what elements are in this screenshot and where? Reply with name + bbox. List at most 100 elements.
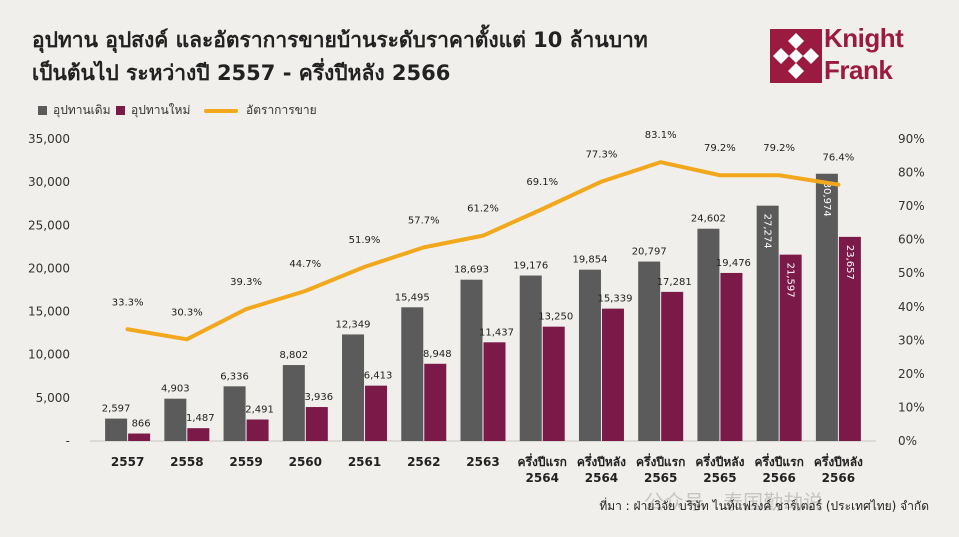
y-left-tick-label: 10,000	[28, 348, 70, 362]
x-tick-label-line: ครึ่งปีหลัง	[695, 453, 744, 469]
data-label-sales-rate: 44.7%	[289, 259, 321, 270]
data-label-sales-rate: 83.1%	[645, 130, 677, 141]
x-tick-label: ครึ่งปีหลัง 2566	[814, 453, 863, 485]
data-label-sales-rate: 39.3%	[230, 277, 262, 288]
y-right-tick-label: 10%	[898, 400, 925, 414]
legend-label-new-supply: อุปทานใหม่	[131, 103, 191, 117]
data-label-sales-rate: 33.3%	[112, 297, 144, 308]
x-tick-label-line: 2563	[466, 455, 499, 469]
data-label-new-supply: 8,948	[423, 349, 452, 360]
x-tick-label: 2563	[466, 455, 499, 469]
bar-existing-supply	[342, 334, 365, 441]
logo-text-line1: Knight	[824, 23, 904, 53]
x-tick-label-line: 2565	[644, 471, 677, 485]
data-label-new-supply: 21,597	[785, 263, 796, 298]
data-label-existing-supply: 4,903	[161, 384, 190, 395]
bar-new-supply	[601, 308, 624, 441]
x-tick-label-line: 2558	[170, 455, 203, 469]
y-axis-right: 0% 10% 20% 30% 40% 50% 60% 70% 80% 90%	[898, 132, 925, 448]
x-tick-label: ครึ่งปีแรก 2564	[518, 453, 567, 485]
y-right-tick-label: 40%	[898, 300, 925, 314]
bar-existing-supply	[756, 205, 779, 441]
bar-new-supply	[838, 236, 861, 441]
y-right-tick-label: 0%	[898, 434, 917, 448]
x-tick-label-line: 2559	[229, 455, 262, 469]
x-tick-label-line: ครึ่งปีแรก	[518, 453, 567, 469]
data-label-sales-rate: 76.4%	[822, 153, 854, 164]
data-label-new-supply: 19,476	[716, 258, 751, 269]
y-left-tick-label: 30,000	[28, 175, 70, 189]
logo-text-line2: Frank	[824, 55, 893, 85]
bar-new-supply	[365, 385, 388, 441]
chart-title-line2: เป็นต้นไป ระหว่างปี 2557 - ครึ่งปีหลัง 2…	[32, 61, 451, 85]
x-tick-label-line: ครึ่งปีหลัง	[577, 453, 626, 469]
bar-new-supply	[128, 433, 151, 441]
bar-new-supply	[305, 407, 328, 441]
x-tick-label-line: ครึ่งปีแรก	[754, 453, 803, 469]
legend-label-existing-supply: อุปทานเดิม	[53, 103, 111, 117]
legend-item-sales-rate: อัตราการขาย	[204, 101, 317, 120]
data-label-sales-rate: 79.2%	[704, 143, 736, 154]
data-label-new-supply: 17,281	[657, 277, 692, 288]
data-label-sales-rate: 79.2%	[763, 143, 795, 154]
data-label-existing-supply: 30,974	[821, 182, 832, 217]
data-label-sales-rate: 30.3%	[171, 307, 203, 318]
bar-new-supply	[246, 419, 269, 441]
y-right-tick-label: 20%	[898, 367, 925, 381]
legend-item-existing-supply: อุปทานเดิม	[38, 101, 110, 120]
bar-new-supply	[542, 326, 565, 441]
data-label-existing-supply: 19,854	[572, 255, 607, 266]
y-right-tick-label: 90%	[898, 132, 925, 146]
data-label-new-supply: 23,657	[844, 245, 855, 280]
data-label-existing-supply: 18,693	[454, 265, 489, 276]
y-left-tick-label: 25,000	[28, 218, 70, 232]
data-label-sales-rate: 51.9%	[349, 235, 381, 246]
data-label-new-supply: 13,250	[538, 312, 573, 323]
y-right-tick-label: 30%	[898, 333, 925, 347]
watermark-text: 公众号 · 泰国勤劫说	[644, 490, 824, 514]
y-left-tick-label: 20,000	[28, 261, 70, 275]
data-label-new-supply: 866	[132, 419, 151, 430]
x-tick-label: ครึ่งปีหลัง 2565	[695, 453, 744, 485]
data-label-sales-rate: 77.3%	[586, 150, 618, 161]
bar-existing-supply	[578, 269, 601, 441]
bar-new-supply	[661, 291, 684, 441]
bar-existing-supply	[460, 279, 483, 441]
x-tick-label: 2557	[111, 455, 144, 469]
data-label-existing-supply: 24,602	[691, 214, 726, 225]
y-axis-left: - 5,000 10,000 15,000 20,000 25,000 30,000 35,0…	[28, 132, 876, 448]
bar-existing-supply	[105, 418, 128, 441]
x-tick-label-line: 2564	[526, 471, 559, 485]
x-tick-label-line: 2557	[111, 455, 144, 469]
data-label-existing-supply: 2,597	[102, 404, 131, 415]
legend-item-new-supply: อุปทานใหม่	[116, 101, 190, 120]
data-label-new-supply: 3,936	[304, 392, 333, 403]
x-tick-label-line: 2566	[822, 471, 855, 485]
chart-title-line1: อุปทาน อุปสงค์ และอัตราการขายบ้านระดับรา…	[32, 28, 648, 52]
x-tick-label-line: 2562	[407, 455, 440, 469]
data-label-new-supply: 6,413	[364, 371, 393, 382]
x-tick-label-line: ครึ่งปีหลัง	[814, 453, 863, 469]
bar-existing-supply	[164, 398, 187, 441]
y-right-tick-label: 50%	[898, 266, 925, 280]
x-tick-label-line: ครึ่งปีแรก	[636, 453, 685, 469]
y-left-tick-label: -	[66, 434, 70, 448]
bar-new-supply	[424, 363, 447, 441]
data-label-existing-supply: 6,336	[220, 371, 249, 382]
data-label-new-supply: 15,339	[597, 294, 632, 305]
y-left-tick-label: 15,000	[28, 305, 70, 319]
x-tick-label: 2561	[348, 455, 381, 469]
chart-title: อุปทาน อุปสงค์ และอัตราการขายบ้านระดับรา…	[32, 24, 732, 90]
x-tick-label: 2559	[229, 455, 262, 469]
data-label-existing-supply: 12,349	[336, 319, 371, 330]
legend-swatch-new-supply	[116, 106, 125, 115]
bar-existing-supply	[697, 228, 720, 441]
bar-existing-supply	[223, 386, 246, 441]
y-right-tick-label: 80%	[898, 166, 925, 180]
x-tick-label: 2562	[407, 455, 440, 469]
data-label-new-supply: 1,487	[186, 413, 215, 424]
bar-new-supply	[779, 254, 802, 441]
x-tick-label: ครึ่งปีหลัง 2564	[577, 453, 626, 485]
